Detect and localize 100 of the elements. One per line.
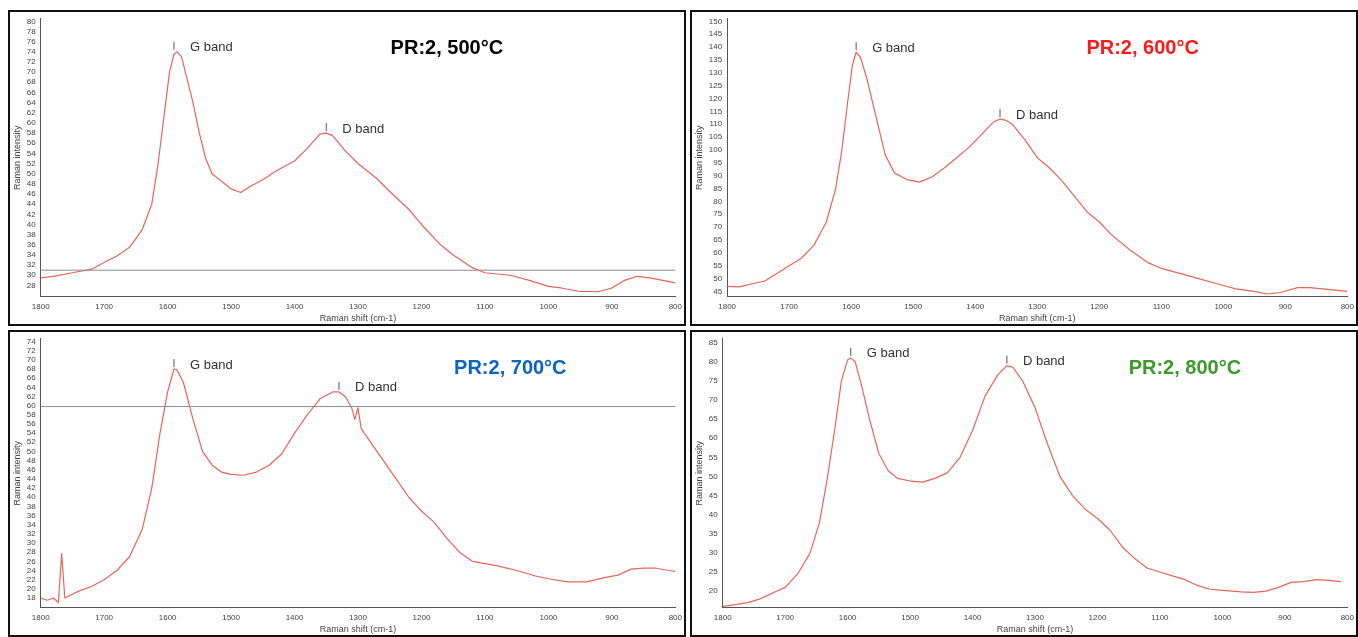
y-tick-label: 65: [708, 414, 719, 424]
y-tick-label: 110: [709, 119, 723, 129]
y-tick-label: 70: [708, 395, 719, 405]
x-tick-label: 1500: [904, 301, 923, 311]
y-tick-label: 85: [708, 337, 719, 347]
y-tick-label: 62: [26, 391, 37, 401]
y-tick-label: 40: [26, 219, 37, 229]
y-tick-label: 60: [708, 433, 719, 443]
x-tick-label: 1300: [1026, 612, 1045, 622]
x-tick-label: 1200: [412, 301, 431, 311]
x-tick-label: 900: [605, 301, 620, 311]
y-tick-label: 80: [26, 16, 37, 26]
y-tick-label: 58: [26, 128, 37, 138]
y-tick-label: 65: [713, 235, 723, 245]
x-tick-label: 1700: [780, 301, 799, 311]
y-tick-label: 75: [708, 376, 719, 386]
y-tick-label: 50: [713, 273, 723, 283]
y-tick-label: 48: [26, 455, 37, 465]
x-tick-label: 1400: [285, 301, 304, 311]
y-tick-label: 50: [26, 168, 37, 178]
y-tick-label: 60: [713, 248, 723, 258]
annotation: D band: [342, 120, 385, 136]
x-tick-label: 1800: [31, 612, 51, 622]
y-tick-label: 62: [26, 107, 37, 117]
y-tick-label: 72: [26, 57, 37, 67]
y-tick-label: 95: [713, 158, 723, 168]
y-axis-title: Raman intensity: [11, 440, 22, 506]
y-tick-label: 55: [713, 260, 723, 270]
y-tick-label: 80: [708, 356, 719, 366]
y-tick-label: 24: [26, 565, 37, 575]
y-tick-label: 145: [708, 29, 723, 39]
y-tick-label: 45: [713, 286, 723, 296]
y-tick-label: 18: [26, 593, 37, 603]
y-tick-label: 22: [26, 574, 37, 584]
y-tick-label: 38: [26, 229, 37, 239]
y-tick-label: 54: [26, 428, 37, 438]
x-axis-title: Raman shift (cm-1): [998, 313, 1076, 324]
x-tick-label: 1700: [776, 612, 795, 622]
annotation: D band: [354, 379, 397, 395]
y-tick-label: 56: [26, 138, 37, 148]
annotation: G band: [866, 345, 910, 361]
y-tick-label: 34: [26, 519, 37, 529]
y-tick-label: 48: [26, 179, 37, 189]
y-tick-label: 64: [26, 97, 37, 107]
y-tick-label: 50: [26, 446, 37, 456]
x-axis-title: Raman shift (cm-1): [319, 313, 397, 324]
y-tick-label: 36: [26, 240, 37, 249]
x-tick-label: 1100: [476, 612, 495, 622]
x-tick-label: 1100: [476, 301, 495, 311]
y-tick-label: 44: [26, 199, 37, 209]
x-axis-title: Raman shift (cm-1): [319, 624, 397, 635]
y-tick-label: 50: [708, 471, 719, 481]
y-tick-label: 20: [26, 584, 37, 594]
y-tick-label: 40: [708, 509, 719, 519]
x-tick-label: 1700: [95, 301, 114, 311]
x-tick-label: 1600: [838, 612, 858, 622]
y-tick-label: 30: [708, 548, 719, 558]
y-tick-label: 52: [26, 158, 37, 168]
x-tick-label: 1700: [95, 612, 114, 622]
text: PR:2, 600°C: [1086, 36, 1199, 59]
y-tick-label: 90: [713, 170, 723, 180]
y-tick-label: 40: [26, 492, 37, 502]
x-tick-label: 800: [668, 301, 683, 311]
y-tick-label: 78: [26, 26, 37, 36]
y-tick-label: 56: [26, 419, 37, 429]
y-tick-label: 26: [26, 556, 37, 566]
y-tick-label: 74: [26, 336, 37, 346]
x-tick-label: 1600: [842, 301, 861, 311]
y-tick-label: 105: [708, 132, 723, 142]
y-tick-label: 20: [708, 586, 719, 596]
x-tick-label: 1000: [1214, 301, 1233, 311]
y-axis-title: Raman intensity: [693, 440, 704, 506]
x-tick-label: 800: [668, 612, 683, 622]
y-axis-title: Raman intensity: [11, 124, 22, 190]
x-tick-label: 1300: [1028, 301, 1047, 311]
y-tick-label: 64: [26, 382, 37, 392]
x-tick-label: 1200: [412, 612, 431, 622]
y-tick-label: 74: [26, 47, 37, 57]
x-tick-label: 1600: [158, 301, 178, 311]
annotation: D band: [1022, 353, 1065, 369]
y-tick-label: 30: [26, 538, 37, 548]
y-tick-label: 66: [26, 373, 37, 383]
x-tick-label: 1200: [1090, 301, 1109, 311]
x-tick-label: 1100: [1151, 612, 1170, 622]
y-tick-label: 36: [26, 510, 37, 520]
x-tick-label: 1400: [963, 612, 982, 622]
y-tick-label: 70: [26, 67, 37, 77]
y-tick-label: 52: [26, 437, 37, 447]
y-tick-label: 60: [26, 118, 37, 128]
y-tick-label: 140: [708, 42, 723, 52]
x-axis-title: Raman shift (cm-1): [996, 624, 1074, 635]
y-axis-title: Raman intensity: [693, 124, 704, 190]
y-tick-label: 32: [26, 260, 37, 270]
y-tick-label: 45: [708, 490, 719, 500]
x-tick-label: 1600: [158, 612, 178, 622]
x-tick-label: 800: [1340, 301, 1355, 311]
y-tick-label: 46: [26, 189, 37, 199]
text: PR:2, 500°C: [390, 36, 504, 59]
y-tick-label: 34: [26, 250, 37, 260]
y-tick-label: 38: [26, 501, 37, 511]
